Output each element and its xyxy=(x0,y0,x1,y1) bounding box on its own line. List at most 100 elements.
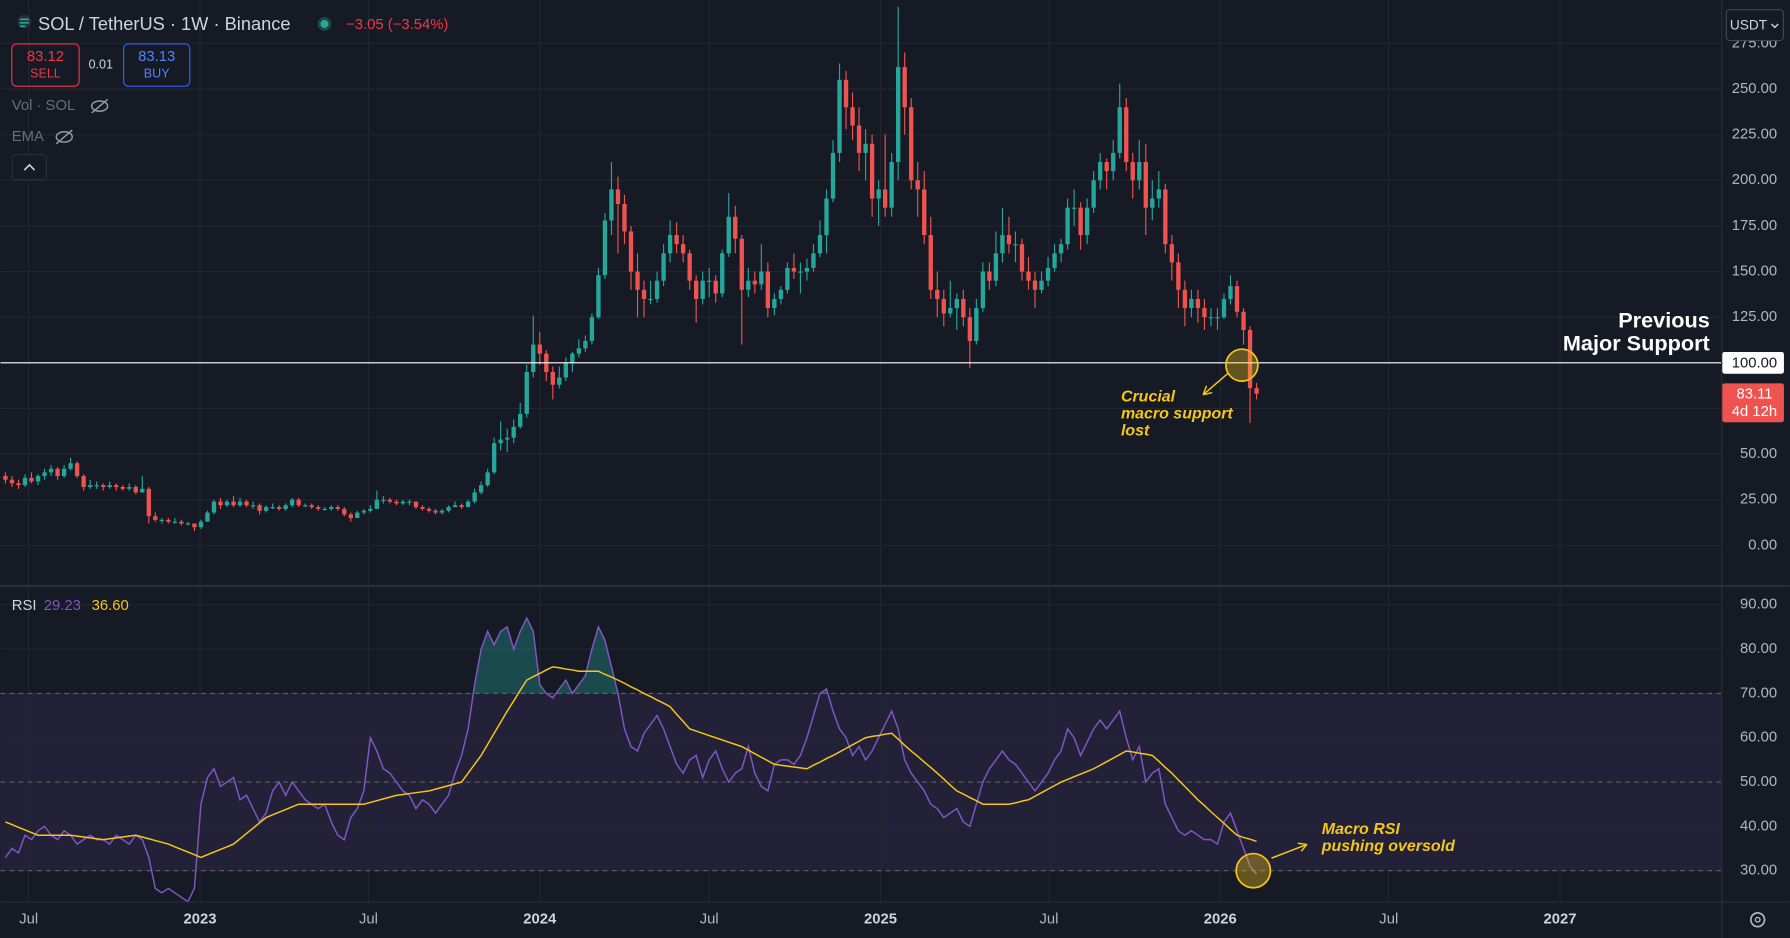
candle-body xyxy=(296,499,301,506)
candle-body xyxy=(1195,298,1201,309)
candle-body xyxy=(531,344,536,372)
candle-body xyxy=(1137,162,1142,181)
candle-body xyxy=(882,189,888,208)
candle-body xyxy=(16,483,21,486)
candle-body xyxy=(693,280,699,299)
currency-button[interactable]: USDT xyxy=(1725,9,1784,42)
annotation-text: Previous xyxy=(1618,308,1710,333)
candle-body xyxy=(700,280,705,299)
candle-body xyxy=(1124,107,1129,163)
candle-body xyxy=(159,519,165,521)
candle-body xyxy=(1150,198,1155,208)
candle-body xyxy=(1006,235,1012,245)
y-tick-label: 80.00 xyxy=(1740,641,1777,657)
candle-body xyxy=(967,317,973,341)
candle-body xyxy=(1013,244,1018,246)
rsi-legend: RSI 29.23 36.60 xyxy=(12,598,129,614)
candle-body xyxy=(961,298,966,318)
candle-body xyxy=(270,507,275,509)
candle-body xyxy=(752,280,757,285)
candle-body xyxy=(3,476,8,480)
rsi-title[interactable]: RSI xyxy=(12,598,37,614)
hidden-icon[interactable] xyxy=(55,129,73,145)
last-price-label: 83.11 xyxy=(1737,387,1773,403)
candle-body xyxy=(869,143,875,199)
candle-body xyxy=(948,308,953,314)
sell-price: 83.12 xyxy=(27,49,64,65)
candle-body xyxy=(707,280,712,282)
dropdown-icon xyxy=(1770,23,1779,29)
candle-body xyxy=(485,472,490,486)
candle-body xyxy=(602,220,608,276)
candle-body xyxy=(348,514,353,519)
x-tick-label: Jul xyxy=(1039,912,1058,928)
candle-body xyxy=(179,521,184,524)
candle-body xyxy=(1176,262,1181,290)
candle-body xyxy=(628,231,634,272)
candle-body xyxy=(1221,298,1227,318)
candle-body xyxy=(713,280,718,294)
annotation-text: Macro RSI xyxy=(1322,821,1401,838)
hidden-icon[interactable] xyxy=(90,98,109,114)
candle-body xyxy=(316,507,321,509)
y-tick-label: 150.00 xyxy=(1732,263,1777,279)
x-tick-label: 2024 xyxy=(523,912,557,928)
candle-body xyxy=(237,501,243,506)
candle-body xyxy=(596,275,601,318)
candle-body xyxy=(817,235,823,254)
symbol-title[interactable]: SOL / TetherUS · 1W · Binance xyxy=(38,13,291,34)
buy-button[interactable] xyxy=(123,43,191,87)
buy-price: 83.13 xyxy=(138,49,175,65)
support-price-label: 100.00 xyxy=(1732,355,1777,371)
indicator-name[interactable]: Vol · SOL xyxy=(12,98,75,114)
settings-button[interactable] xyxy=(1749,912,1766,928)
candle-body xyxy=(452,505,458,508)
x-tick-label: Jul xyxy=(1379,912,1398,928)
candle-body xyxy=(146,488,151,517)
candle-body xyxy=(68,463,73,469)
annotation-text: Major Support xyxy=(1563,330,1710,355)
y-tick-label: 60.00 xyxy=(1740,730,1777,746)
candle-body xyxy=(257,505,262,511)
candle-body xyxy=(589,317,595,341)
candle-body xyxy=(1234,286,1240,312)
candle-body xyxy=(674,235,679,245)
symbol-icon[interactable] xyxy=(17,14,32,29)
candle-body xyxy=(335,507,340,509)
candle-body xyxy=(687,253,692,281)
candle-body xyxy=(563,362,569,378)
candle-body xyxy=(1182,289,1188,309)
collapse-button[interactable] xyxy=(11,154,48,181)
candle-body xyxy=(993,253,999,281)
last-price-box xyxy=(1722,383,1784,423)
y-tick-label: 50.00 xyxy=(1740,446,1777,462)
candle-body xyxy=(276,507,282,509)
candle-body xyxy=(387,499,393,502)
candle-body xyxy=(1163,189,1168,245)
candle-body xyxy=(733,216,738,239)
candle-body xyxy=(609,189,614,221)
sell-button[interactable] xyxy=(11,43,80,87)
candle-body xyxy=(1045,267,1051,281)
candle-body xyxy=(394,501,399,504)
candle-body xyxy=(420,507,425,509)
candle-body xyxy=(935,289,940,299)
market-status[interactable] xyxy=(320,19,329,28)
candle-body xyxy=(472,492,477,502)
candle-body xyxy=(61,468,67,477)
currency-button-box[interactable] xyxy=(1725,9,1784,42)
candle-body xyxy=(205,512,210,522)
candle-body xyxy=(772,298,777,309)
candle-body xyxy=(922,189,927,236)
candle-body xyxy=(133,486,138,493)
candle-body xyxy=(1241,311,1246,330)
candle-body xyxy=(498,439,503,444)
highlight-circle xyxy=(1235,852,1272,889)
candle-body xyxy=(1065,207,1070,245)
candle-body xyxy=(459,505,464,508)
indicator-name[interactable]: EMA xyxy=(12,129,44,145)
candle-body xyxy=(843,79,849,108)
y-tick-label: 30.00 xyxy=(1740,863,1777,879)
settings-icon[interactable] xyxy=(1749,912,1766,928)
